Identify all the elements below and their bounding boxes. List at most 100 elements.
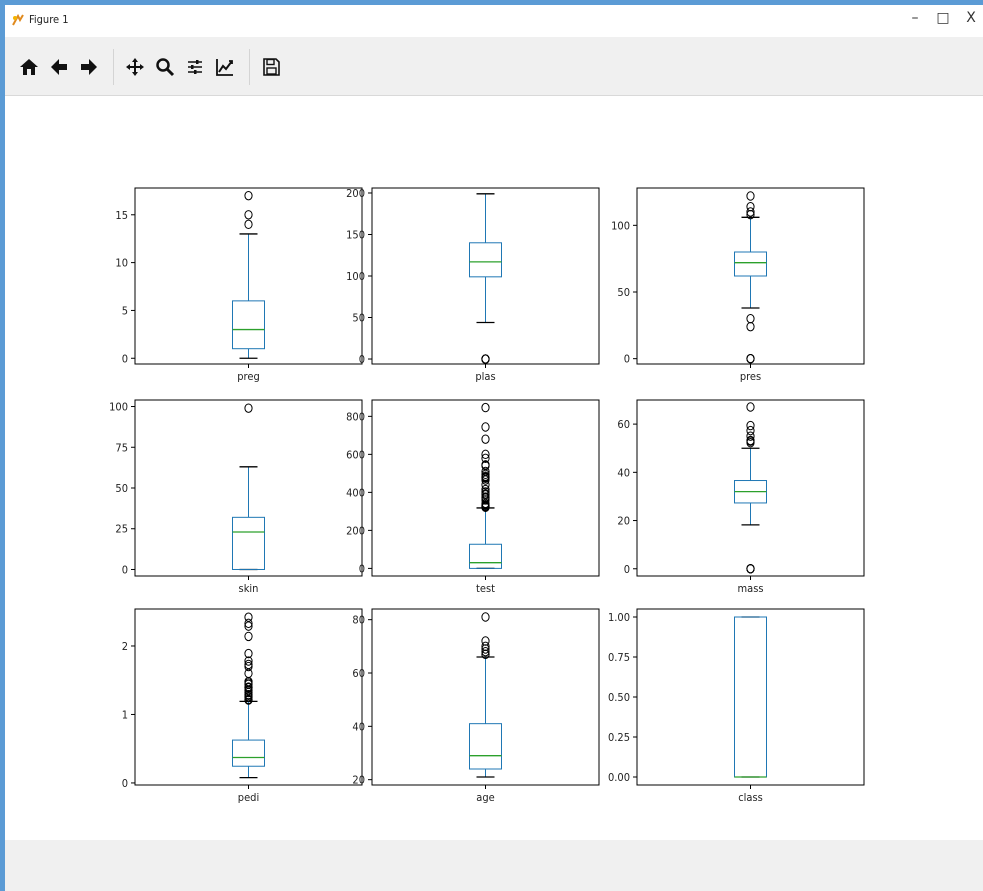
- y-tick-label-class: 1.00: [608, 611, 630, 624]
- y-tick-label-age: 20: [352, 774, 365, 787]
- x-tick-label-pedi: pedi: [238, 791, 259, 804]
- subplot-pedi: 0 1 2 pedi: [122, 608, 363, 804]
- title-bar: Figure 1 – □ X: [5, 5, 983, 37]
- y-tick-label-test: 200: [346, 524, 365, 537]
- x-tick-label-plas: plas: [475, 370, 495, 383]
- y-tick-label-skin: 100: [109, 401, 128, 414]
- maximize-button[interactable]: □: [936, 10, 950, 26]
- y-tick-label-pedi: 1: [122, 708, 128, 721]
- x-tick-label-class: class: [738, 791, 763, 804]
- edit-axes-icon: [216, 59, 233, 76]
- x-tick-label-pres: pres: [740, 370, 761, 383]
- y-tick-label-skin: 75: [115, 441, 128, 454]
- y-tick-label-mass: 40: [617, 466, 630, 479]
- y-tick-label-class: 0.50: [608, 691, 630, 704]
- forward-icon: [81, 59, 97, 75]
- box-skin: [232, 516, 265, 570]
- y-tick-label-mass: 0: [624, 563, 630, 576]
- outlier-point-test: [481, 484, 490, 495]
- box-preg: [232, 300, 265, 350]
- outlier-point-mass: [746, 435, 755, 446]
- save-button[interactable]: [259, 55, 283, 79]
- y-tick-label-pres: 0: [624, 353, 630, 366]
- subplot-pres: 0 50 100 pres: [611, 187, 865, 383]
- outlier-point-age: [481, 646, 490, 657]
- outlier-point-preg: [244, 210, 253, 220]
- outlier-point-age: [481, 641, 490, 652]
- y-tick-label-plas: 200: [346, 187, 365, 200]
- y-tick-label-plas: 100: [346, 270, 365, 283]
- matplotlib-app-icon: [12, 13, 24, 26]
- minimize-button[interactable]: –: [911, 10, 919, 26]
- back-icon: [51, 59, 67, 75]
- y-tick-label-age: 80: [352, 614, 365, 627]
- y-tick-label-pres: 100: [611, 219, 630, 232]
- y-tick-label-skin: 25: [115, 523, 128, 536]
- outlier-point-pres: [746, 313, 755, 324]
- outlier-point-pedi: [244, 656, 253, 666]
- configure-subplots-button[interactable]: [183, 55, 207, 79]
- box-plas: [469, 242, 502, 278]
- zoom-button[interactable]: [153, 55, 177, 79]
- box-class: [734, 616, 767, 778]
- home-button[interactable]: [17, 55, 41, 79]
- y-tick-label-pedi: 2: [122, 640, 128, 653]
- y-tick-label-skin: 0: [122, 563, 128, 576]
- outlier-point-test: [481, 460, 490, 470]
- forward-button[interactable]: [77, 55, 101, 79]
- close-button[interactable]: X: [966, 10, 976, 26]
- subplot-age: 20 40 60 80 age: [352, 608, 600, 804]
- y-tick-label-test: 0: [359, 562, 365, 575]
- box-pedi: [232, 739, 265, 767]
- box-test: [469, 543, 502, 569]
- back-button[interactable]: [47, 55, 71, 79]
- x-tick-label-test: test: [476, 582, 495, 595]
- box-age: [469, 723, 502, 770]
- edit-axes-button[interactable]: [213, 55, 237, 79]
- y-tick-label-plas: 50: [352, 312, 365, 325]
- outlier-point-test: [481, 492, 490, 502]
- outlier-point-skin: [244, 403, 253, 413]
- outlier-point-preg: [244, 219, 253, 230]
- y-tick-label-age: 60: [352, 667, 365, 680]
- outlier-point-pres: [746, 353, 755, 364]
- zoom-icon: [156, 58, 175, 77]
- y-tick-label-plas: 150: [346, 228, 365, 241]
- outlier-point-pedi: [244, 668, 253, 679]
- y-tick-label-test: 600: [346, 448, 365, 461]
- outlier-point-mass: [746, 431, 755, 441]
- figure-canvas[interactable]: 0 5 10 15 preg 0 50 100 150 200 plas 0 50 100 pres 0 25 5…: [5, 96, 983, 840]
- outlier-point-pedi: [244, 659, 253, 670]
- home-icon: [20, 59, 38, 75]
- y-tick-label-class: 0.75: [608, 651, 630, 664]
- outlier-point-pedi: [244, 621, 253, 631]
- outlier-point-pedi: [244, 631, 253, 642]
- outlier-point-test: [481, 487, 490, 497]
- outlier-point-preg: [244, 190, 253, 201]
- x-tick-label-skin: skin: [239, 582, 259, 595]
- outlier-point-pres: [746, 191, 755, 201]
- y-tick-label-preg: 0: [122, 352, 128, 365]
- y-tick-label-preg: 5: [122, 304, 128, 317]
- y-tick-label-class: 0.25: [608, 731, 630, 744]
- outlier-point-age: [481, 612, 490, 622]
- subplot-class: 0.00 0.25 0.50 0.75 1.00 class: [608, 608, 865, 804]
- outlier-point-mass: [746, 420, 755, 431]
- outlier-point-test: [481, 449, 490, 460]
- x-tick-label-preg: preg: [237, 370, 259, 383]
- navigation-toolbar: [5, 37, 983, 96]
- outlier-point-pres: [746, 321, 755, 332]
- outlier-point-test: [481, 453, 490, 464]
- pan-button[interactable]: [123, 55, 147, 79]
- box-pres: [734, 251, 767, 277]
- y-tick-label-test: 800: [346, 410, 365, 423]
- y-tick-label-pedi: 0: [122, 777, 128, 790]
- window-title: Figure 1: [29, 13, 69, 26]
- x-tick-label-age: age: [476, 791, 494, 804]
- y-tick-label-skin: 50: [115, 482, 128, 495]
- outlier-point-test: [481, 466, 490, 477]
- subplot-plas: 0 50 100 150 200 plas: [346, 187, 600, 383]
- subplot-skin: 0 25 50 75 100 skin: [109, 399, 363, 595]
- y-tick-label-test: 400: [346, 486, 365, 499]
- outlier-point-pedi: [244, 685, 253, 696]
